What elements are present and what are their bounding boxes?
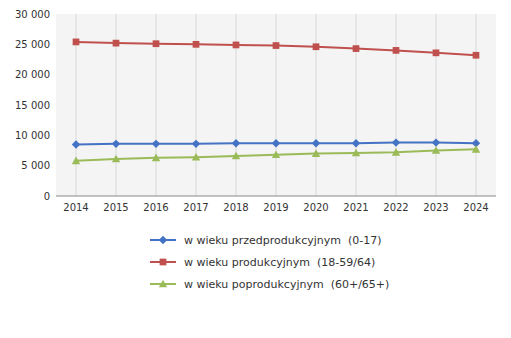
point xyxy=(272,139,280,147)
point xyxy=(312,139,320,147)
x-tick-label: 2015 xyxy=(103,202,128,213)
point xyxy=(112,155,120,163)
x-tick-label: 2023 xyxy=(423,202,448,213)
x-tick-label: 2019 xyxy=(263,202,288,213)
point xyxy=(432,146,440,154)
grid-line-x xyxy=(276,14,277,196)
legend-marker xyxy=(160,259,167,266)
y-tick-label: 10 000 xyxy=(15,130,50,141)
x-tick-label: 2018 xyxy=(223,202,248,213)
point xyxy=(352,139,360,147)
x-axis-line xyxy=(56,196,496,197)
y-tick-label: 5 000 xyxy=(21,160,50,171)
y-tick-label: 20 000 xyxy=(15,69,50,80)
point xyxy=(152,140,160,148)
grid-line-x xyxy=(436,14,437,196)
legend-label: w wieku produkcyjnym (18-59/64) xyxy=(184,256,375,269)
x-tick-label: 2016 xyxy=(143,202,168,213)
point xyxy=(272,151,280,159)
point xyxy=(113,40,120,47)
series-group xyxy=(72,39,480,165)
point xyxy=(273,42,280,49)
legend-label: w wieku przedprodukcyjnym (0-17) xyxy=(184,234,382,247)
y-tick-label: 0 xyxy=(44,191,50,202)
point xyxy=(392,148,400,156)
point xyxy=(192,140,200,148)
x-tick-label: 2014 xyxy=(63,202,88,213)
point xyxy=(313,43,320,50)
point xyxy=(232,152,240,160)
legend: w wieku przedprodukcyjnym (0-17) w wieku … xyxy=(150,234,389,291)
point xyxy=(192,153,200,161)
grid-line-x xyxy=(476,14,477,196)
point xyxy=(312,149,320,157)
series-line xyxy=(76,42,476,55)
x-tick-label: 2020 xyxy=(303,202,328,213)
plot-area xyxy=(56,14,496,196)
series-line xyxy=(76,149,476,161)
point xyxy=(433,49,440,56)
legend-label: w wieku poprodukcyjnym (60+/65+) xyxy=(184,278,389,291)
point xyxy=(432,138,440,146)
y-tick-label: 15 000 xyxy=(15,100,50,111)
x-tick-label: 2024 xyxy=(463,202,488,213)
point xyxy=(393,47,400,54)
x-tick-label: 2017 xyxy=(183,202,208,213)
legend-marker xyxy=(159,280,167,288)
point xyxy=(472,145,480,153)
point xyxy=(72,157,80,165)
point xyxy=(73,39,80,46)
point xyxy=(473,52,480,59)
chart: 2014 2015 2016 2017 2018 2019 2020 2021 2022 2023… xyxy=(0,0,511,338)
point xyxy=(112,140,120,148)
y-tick-label: 25 000 xyxy=(15,39,50,50)
legend-marker xyxy=(159,236,167,244)
point xyxy=(352,149,360,157)
point xyxy=(152,154,160,162)
grid-line-x xyxy=(316,14,317,196)
point xyxy=(392,138,400,146)
grid-line-x xyxy=(236,14,237,196)
x-tick-label: 2022 xyxy=(383,202,408,213)
point xyxy=(232,139,240,147)
point xyxy=(233,42,240,49)
point xyxy=(72,140,80,148)
point xyxy=(353,45,360,52)
point xyxy=(193,41,200,48)
point xyxy=(153,40,160,47)
y-tick-label: 30 000 xyxy=(15,9,50,20)
grid-line-x xyxy=(396,14,397,196)
x-tick-label: 2021 xyxy=(343,202,368,213)
grid-line-x xyxy=(356,14,357,196)
